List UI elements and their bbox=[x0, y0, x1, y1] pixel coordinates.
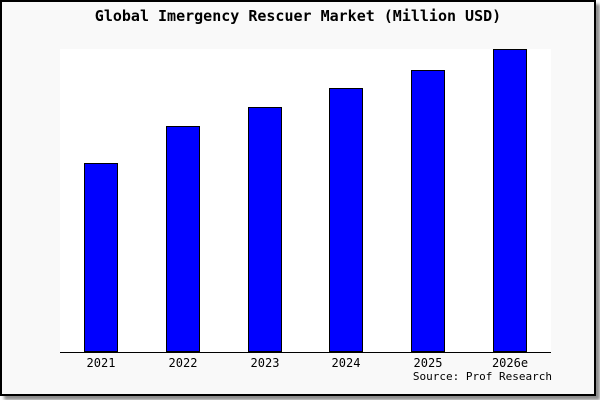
x-tick-label-2022: 2022 bbox=[168, 356, 198, 370]
plot-area bbox=[60, 49, 551, 353]
x-tick-label-2021: 2021 bbox=[86, 356, 116, 370]
bar-2026e bbox=[493, 49, 527, 352]
source-note: Source: Prof Research bbox=[412, 370, 552, 383]
bar-2023 bbox=[248, 107, 282, 352]
bar-2021 bbox=[84, 163, 118, 352]
bar-2022 bbox=[166, 126, 200, 352]
x-axis-tick-labels: 2021 2022 2023 2024 2025 2026e bbox=[2, 356, 594, 372]
x-tick-label-2023: 2023 bbox=[250, 356, 280, 370]
x-tick-label-2024: 2024 bbox=[331, 356, 361, 370]
x-tick-label-2026e: 2026e bbox=[491, 356, 529, 370]
bar-2024 bbox=[329, 88, 363, 352]
x-tick-label-2025: 2025 bbox=[413, 356, 443, 370]
chart-title: Global Imergency Rescuer Market (Million… bbox=[94, 7, 502, 25]
bar-2025 bbox=[411, 70, 445, 352]
